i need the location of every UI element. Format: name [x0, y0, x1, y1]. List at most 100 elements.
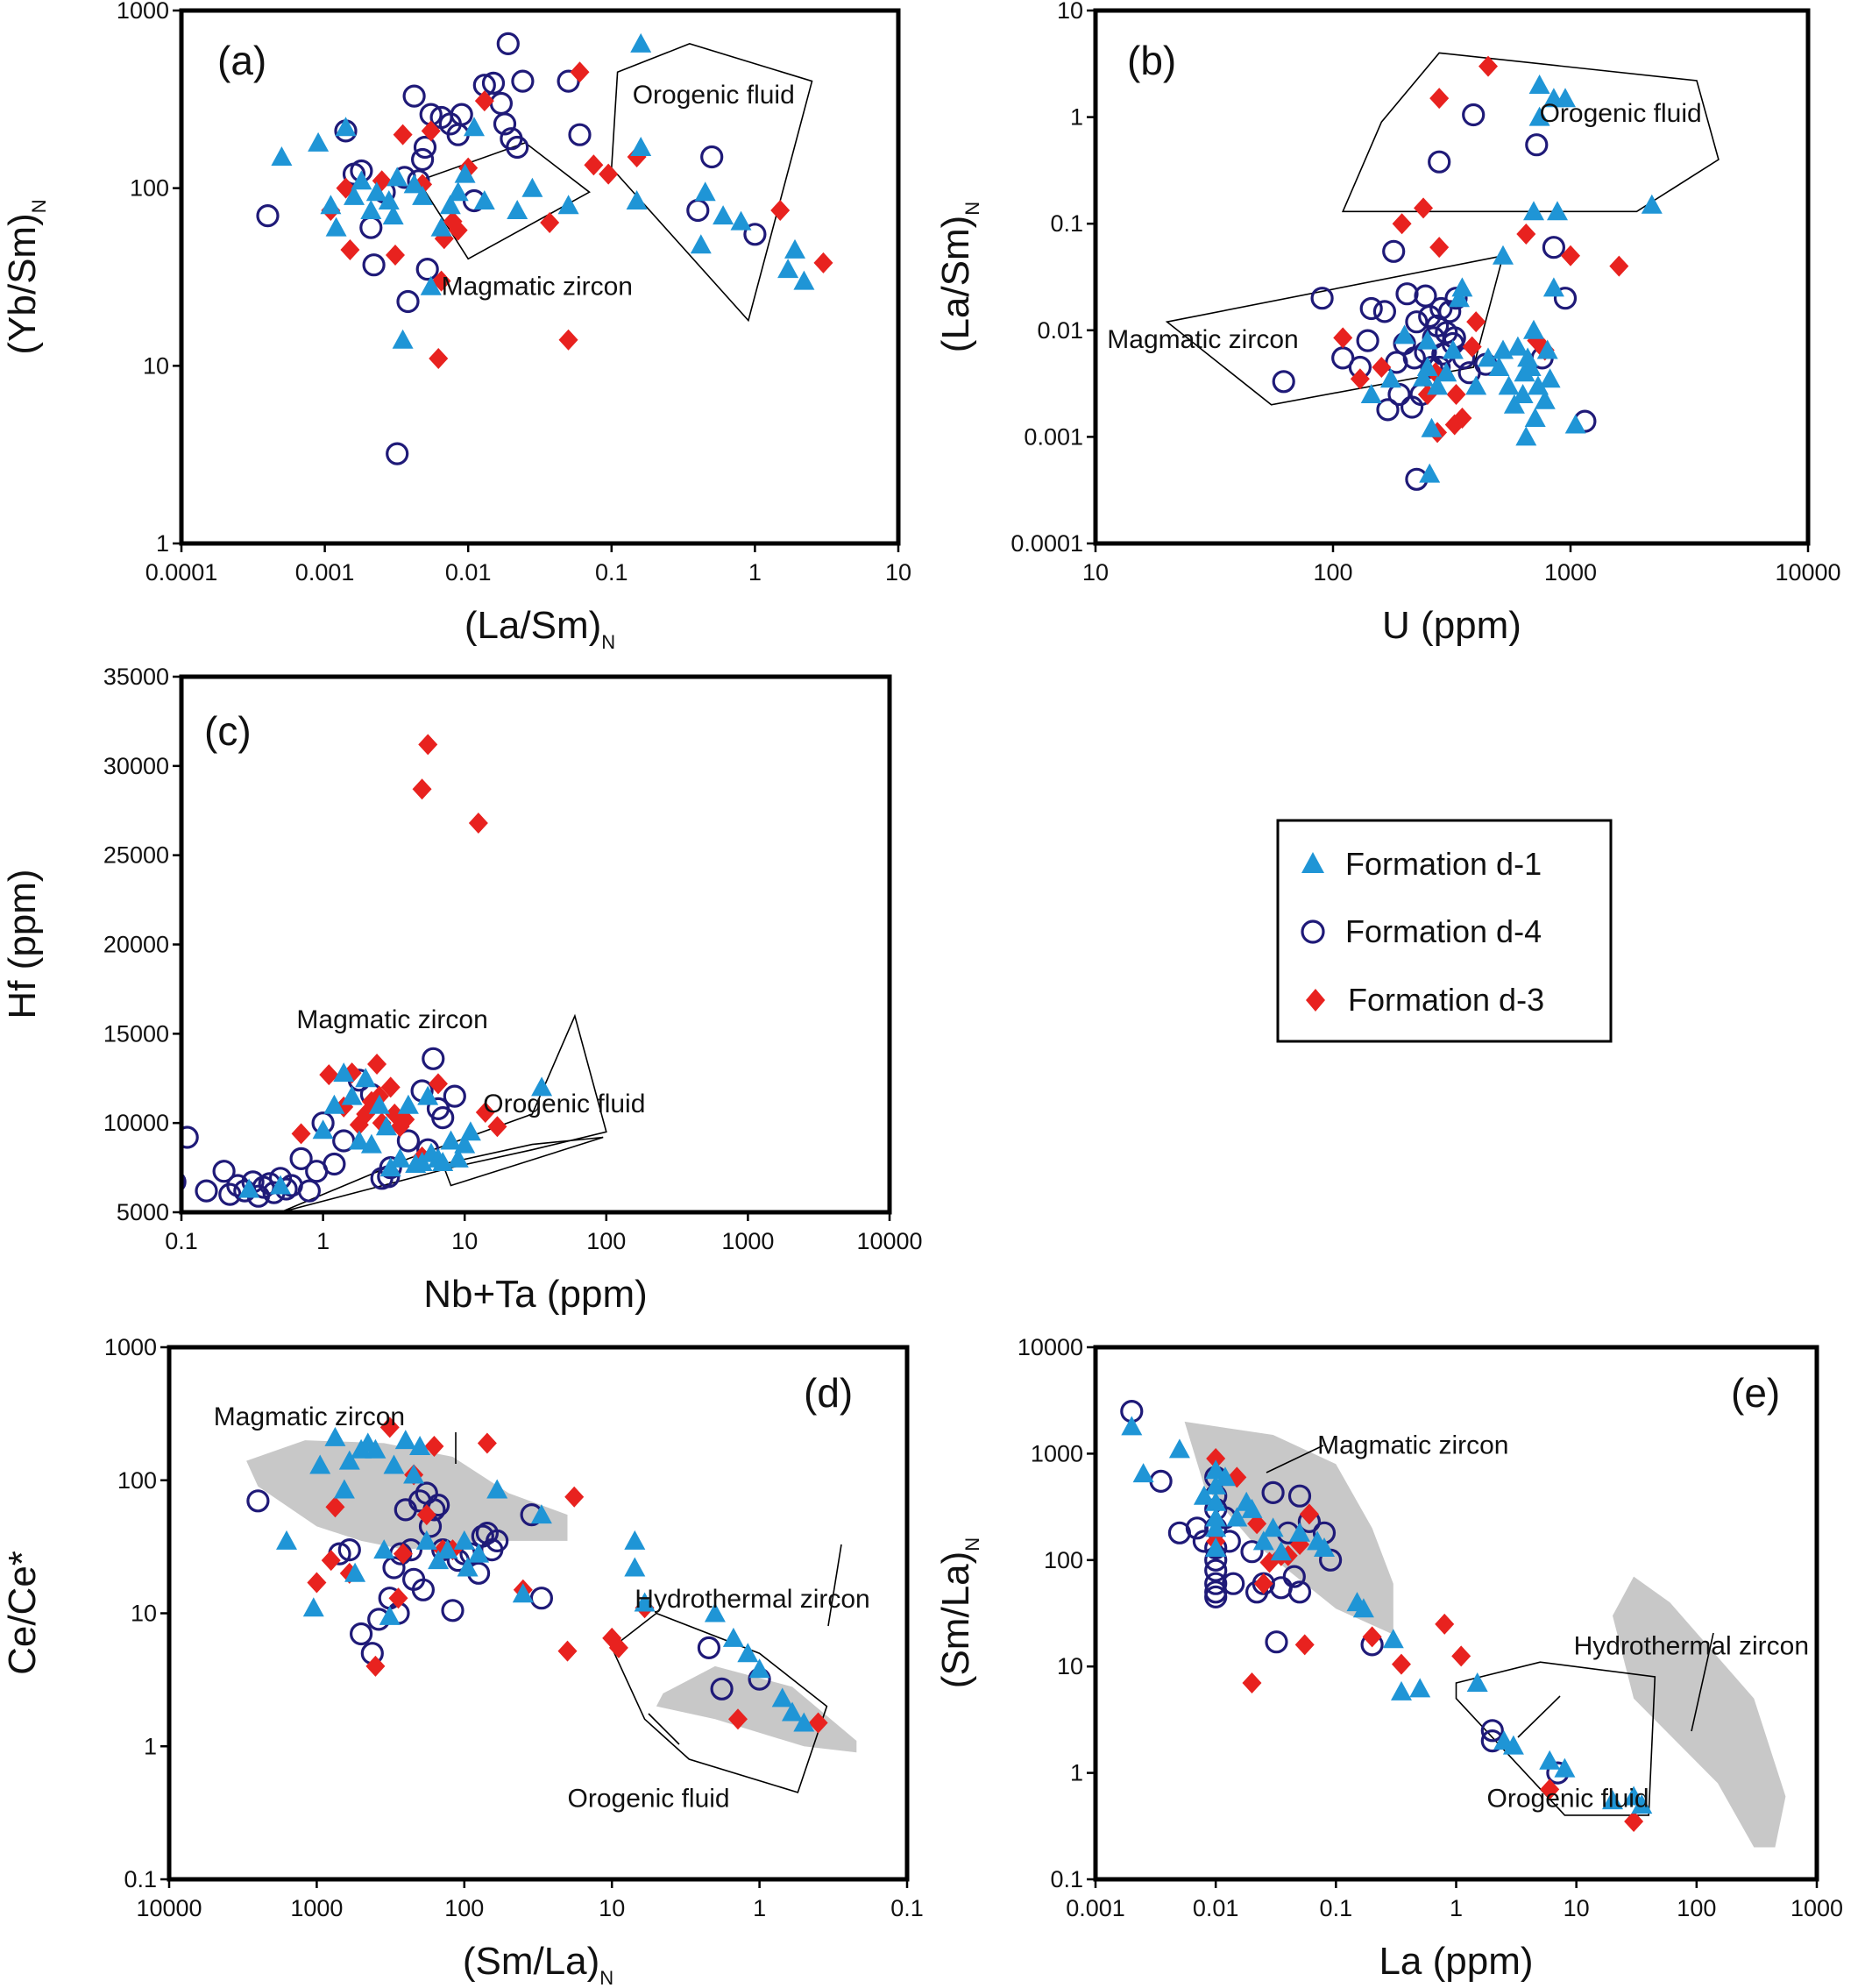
- x-axis-label: (La/Sm)N: [464, 604, 615, 653]
- point-formation-d-3: [1624, 1810, 1644, 1832]
- point-formation-d-3: [540, 211, 560, 233]
- point-formation-d-1: [1205, 1459, 1227, 1480]
- point-formation-d-4: [431, 1105, 455, 1130]
- point-formation-d-1: [238, 1178, 260, 1198]
- point-formation-d-1: [1193, 1485, 1215, 1505]
- point-formation-d-1: [1539, 368, 1561, 388]
- plot-frame: [1093, 8, 1811, 546]
- x-axis-label: U (ppm): [1382, 604, 1521, 647]
- data-points: [1272, 55, 1663, 491]
- plot-frame: [179, 8, 901, 546]
- annotation-magmatic-zircon: Magmatic zircon: [214, 1402, 405, 1431]
- y-tick-label: 100: [1044, 1547, 1083, 1573]
- point-formation-d-3: [429, 347, 449, 369]
- point-formation-d-1: [1528, 106, 1550, 126]
- point-formation-d-4: [256, 204, 280, 228]
- point-formation-d-4: [1282, 1565, 1306, 1588]
- point-formation-d-1: [1314, 1537, 1335, 1557]
- point-formation-d-4: [450, 103, 473, 126]
- point-formation-d-3: [385, 245, 405, 266]
- point-formation-d-4: [411, 1578, 435, 1601]
- data-points: [256, 32, 833, 465]
- point-formation-d-4: [1310, 287, 1334, 310]
- x-tick-label: 0.1: [165, 1228, 198, 1254]
- point-formation-d-3: [1253, 1573, 1273, 1594]
- x-tick-label: 0.1: [890, 1895, 924, 1921]
- point-formation-d-1: [512, 1583, 534, 1603]
- panel-b: 10 100 1000 10000 0.0001 0.001 0.01 0.1 1 10 U (pp…: [934, 0, 1841, 647]
- point-formation-d-1: [308, 131, 330, 152]
- point-formation-d-1: [1205, 1507, 1227, 1527]
- x-tick-label: 10: [1082, 559, 1109, 586]
- point-formation-d-1: [1515, 426, 1537, 446]
- point-formation-d-3: [727, 1708, 748, 1730]
- point-formation-d-1: [1416, 330, 1438, 350]
- point-formation-d-1: [389, 1147, 411, 1168]
- point-formation-d-4: [396, 289, 420, 314]
- point-formation-d-4: [1428, 150, 1451, 174]
- point-formation-d-1: [1252, 1530, 1274, 1551]
- point-formation-d-1: [397, 1094, 419, 1114]
- point-formation-d-3: [365, 1655, 386, 1677]
- leader-line: [1691, 1632, 1714, 1732]
- point-formation-d-1: [1523, 201, 1544, 221]
- point-formation-d-4: [1204, 1558, 1228, 1582]
- legend-label-formation-d4: Formation d-4: [1345, 913, 1542, 949]
- point-formation-d-1: [341, 1085, 363, 1105]
- point-formation-d-3: [1540, 1779, 1560, 1800]
- y-tick-label: 1000: [117, 0, 169, 24]
- point-formation-d-4: [415, 258, 439, 281]
- point-formation-d-4: [1402, 346, 1426, 370]
- point-formation-d-4: [496, 32, 520, 56]
- point-formation-d-3: [1429, 237, 1450, 259]
- point-formation-d-1: [457, 1557, 479, 1577]
- point-formation-d-3: [380, 1076, 401, 1098]
- y-tick-label: 10: [131, 1601, 157, 1627]
- point-formation-d-1: [771, 1687, 793, 1708]
- panel-c: 0.1 1 10 100 1000 10000 5000 10000 15000 20000 250…: [1, 664, 923, 1316]
- point-formation-d-4: [1204, 1572, 1228, 1595]
- point-formation-d-1: [344, 185, 365, 205]
- point-formation-d-1: [453, 1530, 475, 1550]
- y-tick-label: 1: [1070, 1760, 1083, 1786]
- point-formation-d-1: [1488, 357, 1510, 376]
- annotation-magmatic-zircon: Magmatic zircon: [1317, 1431, 1508, 1459]
- point-formation-d-3: [319, 1064, 339, 1086]
- point-formation-d-3: [770, 199, 791, 221]
- point-formation-d-4: [289, 1147, 313, 1171]
- point-formation-d-3: [1247, 1513, 1267, 1535]
- point-formation-d-4: [1222, 1572, 1245, 1595]
- point-formation-d-1: [1419, 463, 1441, 483]
- point-formation-d-1: [1427, 375, 1449, 395]
- point-formation-d-1: [333, 1479, 355, 1499]
- x-tick-label: 1000: [290, 1895, 343, 1921]
- legend-box: [1276, 819, 1613, 1043]
- x-tick-label: 10000: [1775, 559, 1840, 586]
- y-tick-label: 35000: [103, 664, 169, 690]
- point-formation-d-1: [530, 1504, 552, 1524]
- x-tick-label: 10: [451, 1228, 478, 1254]
- point-formation-d-1: [392, 329, 414, 349]
- point-formation-d-1: [624, 1557, 646, 1577]
- point-formation-d-4: [1149, 1469, 1173, 1494]
- point-formation-d-1: [1564, 414, 1586, 434]
- annotation-hydrothermal-zircon: Hydrothermal zircon: [1574, 1631, 1809, 1660]
- point-formation-d-1: [1465, 375, 1487, 395]
- x-tick-label: 100: [1677, 1895, 1716, 1921]
- point-formation-d-1: [360, 200, 382, 219]
- field-orogenic-fluid: [1341, 52, 1720, 213]
- point-formation-d-1: [1512, 384, 1534, 403]
- point-formation-d-1: [333, 1062, 355, 1083]
- point-formation-d-3: [379, 1416, 400, 1438]
- x-tick-label: 0.1: [595, 559, 628, 586]
- x-tick-label: 1: [316, 1228, 330, 1254]
- point-formation-d-3: [393, 1543, 413, 1565]
- panel-label: (c): [204, 708, 252, 754]
- panel-d: 10000 1000 100 10 1 0.1 0.1 1 10 100 1000 (Sm/La)N C…: [1, 1334, 924, 1988]
- point-formation-d-1: [531, 1076, 553, 1097]
- point-formation-d-1: [521, 177, 543, 197]
- point-formation-d-3: [1429, 88, 1450, 110]
- y-tick-label: 0.01: [1037, 317, 1083, 344]
- point-formation-d-3: [393, 124, 413, 146]
- point-formation-d-1: [1262, 1517, 1284, 1537]
